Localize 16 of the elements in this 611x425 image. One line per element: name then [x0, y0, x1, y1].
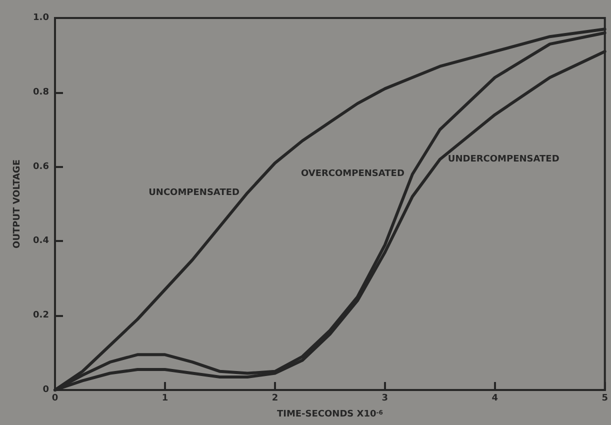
y-tick-label: 0.4 [33, 236, 49, 246]
y-tick-label: 0 [42, 385, 49, 395]
y-tick-label: 0.6 [33, 162, 49, 172]
x-tick-label: 3 [382, 394, 388, 404]
x-tick-label: 4 [492, 394, 498, 404]
x-tick-label: 5 [602, 394, 608, 404]
x-tick-label: 2 [272, 394, 278, 404]
x-tick-label: 1 [162, 394, 168, 404]
y-tick-label: 0.8 [33, 87, 49, 98]
series-label: UNDERCOMPENSATED [448, 154, 560, 164]
x-tick-label: 0 [52, 394, 58, 404]
y-tick-label: 1.0 [33, 13, 49, 23]
series-label: UNCOMPENSATED [148, 188, 240, 198]
series-label: OVERCOMPENSATED [300, 169, 404, 180]
y-axis-title: OUTPUT VOLTAGE [12, 160, 23, 248]
y-tick-label: 0.2 [33, 310, 49, 321]
